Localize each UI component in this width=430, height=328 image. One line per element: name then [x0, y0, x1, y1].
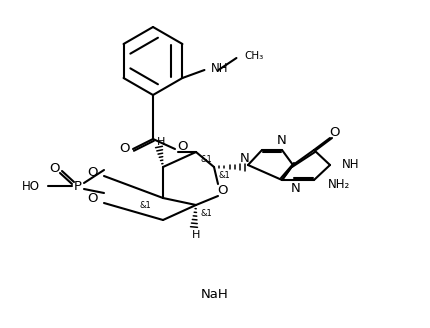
- Text: O: O: [88, 192, 98, 204]
- Text: NH₂: NH₂: [328, 178, 350, 192]
- Text: NH: NH: [342, 158, 359, 172]
- Text: HO: HO: [22, 179, 40, 193]
- Text: P: P: [74, 179, 82, 193]
- Text: &1: &1: [139, 201, 151, 211]
- Text: &1: &1: [200, 209, 212, 217]
- Text: O: O: [120, 141, 130, 154]
- Text: NH: NH: [210, 62, 228, 74]
- Text: O: O: [178, 140, 188, 154]
- Text: NaH: NaH: [201, 289, 229, 301]
- Text: N: N: [240, 153, 250, 166]
- Text: CH₃: CH₃: [244, 51, 264, 61]
- Text: &1: &1: [200, 155, 212, 165]
- Text: N: N: [277, 134, 287, 148]
- Text: O: O: [218, 183, 228, 196]
- Text: O: O: [88, 167, 98, 179]
- Text: O: O: [49, 161, 59, 174]
- Text: N: N: [291, 182, 301, 195]
- Text: &1: &1: [218, 171, 230, 179]
- Text: H: H: [192, 230, 200, 240]
- Text: H: H: [157, 137, 165, 147]
- Text: O: O: [330, 127, 340, 139]
